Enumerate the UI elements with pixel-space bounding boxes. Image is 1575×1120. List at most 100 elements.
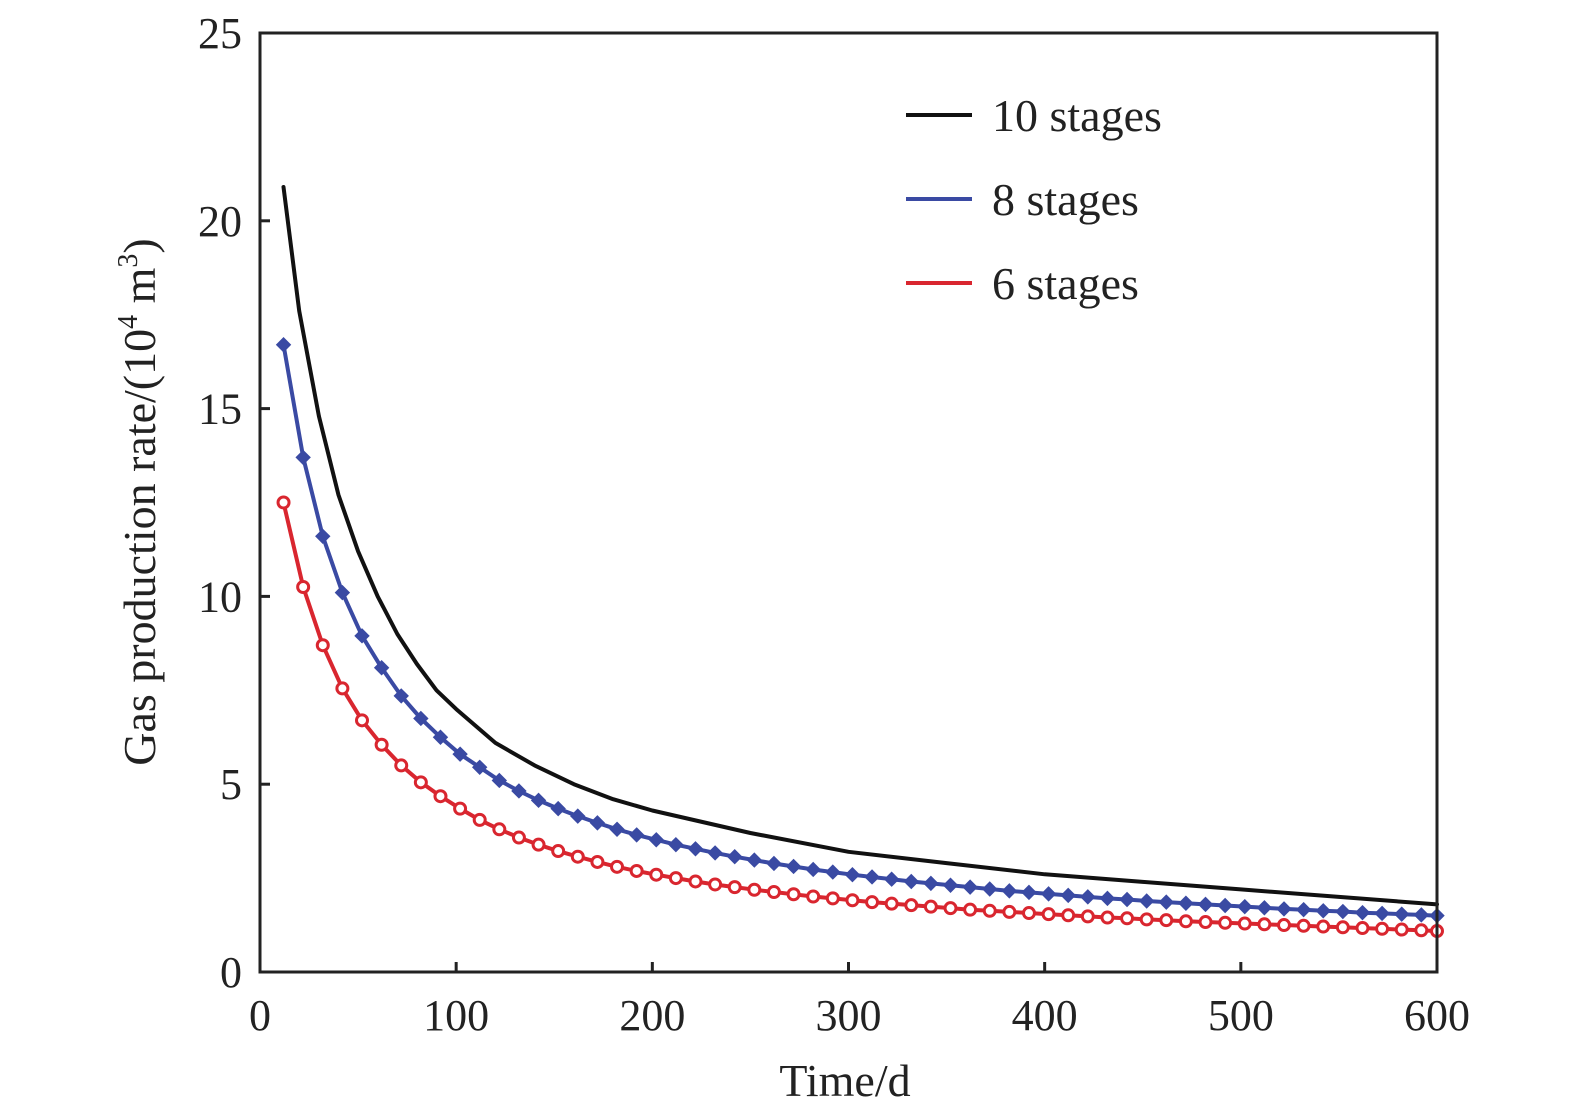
point-1-26: [785, 858, 802, 875]
point-1-46: [1178, 895, 1194, 911]
point-2-0: [276, 495, 291, 510]
point-2-29: [845, 893, 860, 908]
point-2-9: [453, 801, 468, 816]
y-tick-label-0: 0: [220, 948, 242, 997]
point-2-16: [590, 854, 605, 869]
point-1-36: [982, 881, 998, 897]
point-2-46: [1178, 914, 1193, 929]
point-2-27: [806, 889, 821, 904]
x-tick-label-5: 500: [1208, 991, 1274, 1040]
point-2-50: [1257, 917, 1272, 932]
point-1-2: [315, 528, 331, 545]
point-1-31: [883, 871, 900, 887]
point-1-50: [1256, 900, 1273, 916]
point-1-45: [1158, 894, 1174, 910]
point-1-53: [1315, 903, 1331, 919]
point-1-29: [844, 867, 861, 883]
x-tick-label-3: 300: [816, 991, 882, 1040]
point-2-55: [1355, 921, 1370, 936]
point-2-36: [982, 903, 997, 918]
point-1-56: [1374, 905, 1390, 922]
point-1-35: [962, 879, 978, 895]
legend-label-2: 6 stages: [992, 258, 1139, 309]
y-tick-label-3: 15: [198, 385, 242, 434]
y-tick-label-4: 20: [198, 197, 242, 246]
point-2-51: [1276, 918, 1291, 933]
point-2-26: [786, 887, 801, 902]
series-1: [275, 337, 1445, 924]
point-1-47: [1197, 896, 1214, 913]
point-1-39: [1040, 886, 1057, 902]
point-1-12: [511, 783, 527, 799]
legend: 10 stages 8 stages 6 stages: [906, 90, 1162, 309]
point-1-51: [1276, 901, 1292, 917]
point-1-52: [1295, 901, 1312, 918]
point-2-22: [708, 877, 723, 892]
point-2-39: [1041, 907, 1056, 922]
series-layer: [275, 185, 1445, 939]
series-line-1: [281, 342, 1439, 918]
point-2-21: [688, 874, 703, 889]
point-2-18: [629, 863, 644, 878]
point-2-34: [943, 901, 958, 916]
point-1-5: [373, 660, 390, 676]
point-1-57: [1393, 906, 1410, 922]
point-1-22: [707, 845, 723, 861]
y-axis-title-sup1: 4: [113, 315, 144, 329]
point-1-58: [1413, 907, 1430, 923]
point-2-7: [413, 775, 428, 790]
ticks-layer: 0 100 200 300 400 500 600 0 5 10 15 20 25: [198, 9, 1470, 1040]
point-2-33: [923, 899, 938, 914]
point-2-30: [865, 895, 880, 910]
point-2-53: [1316, 919, 1331, 934]
point-1-13: [530, 792, 547, 809]
point-1-38: [1021, 884, 1037, 901]
point-2-25: [766, 884, 781, 899]
point-2-35: [963, 902, 978, 917]
point-1-18: [628, 827, 645, 843]
point-2-10: [472, 812, 487, 827]
point-1-4: [354, 628, 370, 644]
point-2-58: [1414, 923, 1429, 938]
point-2-5: [374, 737, 389, 752]
point-1-40: [1060, 887, 1076, 904]
y-axis-title-sup2: 3: [113, 254, 144, 268]
point-1-19: [648, 832, 664, 848]
point-1-43: [1119, 891, 1135, 908]
point-2-40: [1061, 908, 1076, 923]
legend-label-1: 8 stages: [992, 174, 1139, 225]
point-1-15: [570, 808, 586, 824]
point-1-42: [1099, 890, 1116, 907]
point-1-1: [295, 449, 311, 466]
point-2-15: [570, 849, 585, 864]
y-axis-title: Gas production rate/(104 m3): [113, 238, 165, 765]
point-2-6: [394, 758, 409, 773]
plot-frame: [258, 31, 1439, 974]
series-line-2: [281, 500, 1439, 934]
point-2-12: [511, 830, 526, 845]
point-1-9: [452, 746, 468, 762]
point-2-23: [727, 880, 742, 895]
x-tick-label-0: 0: [249, 991, 271, 1040]
point-2-13: [531, 837, 546, 852]
point-1-48: [1217, 897, 1233, 914]
point-1-54: [1335, 903, 1351, 920]
y-axis-title-main: Gas production rate/(10: [114, 329, 165, 766]
point-1-49: [1237, 898, 1253, 915]
point-2-32: [904, 898, 919, 913]
point-1-0: [275, 337, 292, 353]
point-1-3: [334, 584, 351, 601]
point-2-14: [551, 844, 566, 859]
series-line-0: [281, 185, 1439, 907]
point-2-49: [1237, 916, 1252, 931]
point-2-38: [1021, 906, 1036, 921]
point-2-8: [433, 789, 448, 804]
point-2-54: [1335, 920, 1350, 935]
point-1-21: [687, 841, 704, 857]
point-2-20: [668, 871, 683, 886]
point-1-28: [825, 864, 841, 880]
series-0: [281, 185, 1439, 907]
point-2-3: [335, 681, 350, 696]
point-1-24: [746, 852, 763, 868]
